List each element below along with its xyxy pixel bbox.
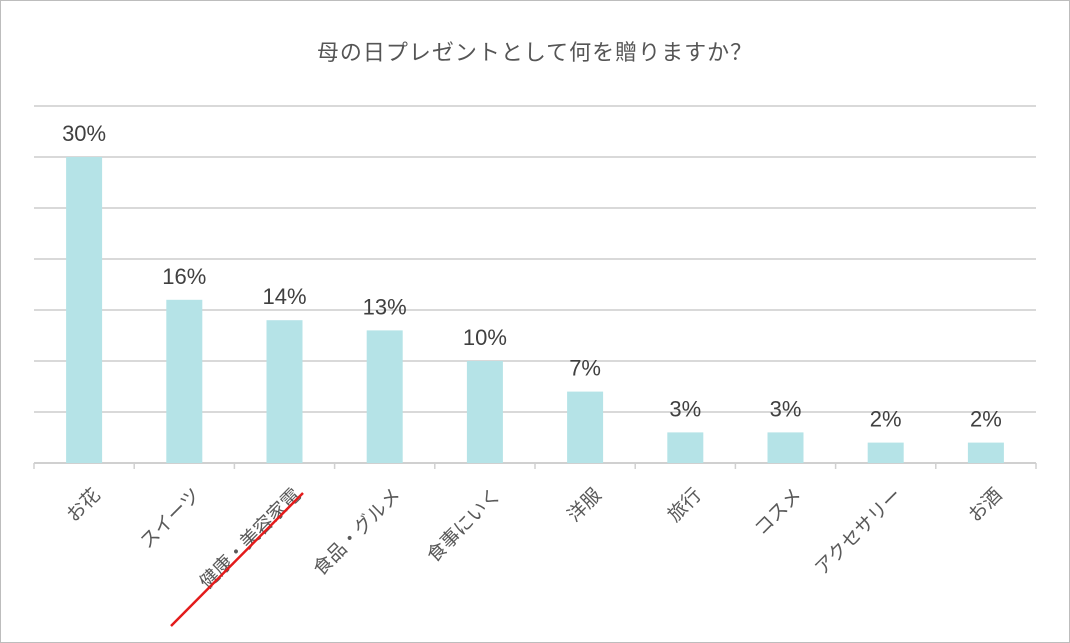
x-tick-label: 食品・グルメ: [309, 484, 405, 580]
x-tick-label: 旅行: [663, 484, 705, 526]
x-tick-label: お酒: [964, 484, 1006, 526]
data-label: 2%: [970, 407, 1002, 432]
bar-3: [266, 320, 303, 463]
x-tick-label: アクセサリー: [811, 484, 907, 580]
bar-10: [967, 442, 1004, 463]
bar-4: [366, 330, 403, 463]
bar-6: [567, 391, 604, 463]
chart-title: 母の日プレゼントとして何を贈りますか？: [316, 41, 754, 66]
bar-1: [66, 157, 103, 463]
bar-9: [867, 442, 904, 463]
data-label: 14%: [262, 284, 306, 309]
bar-7: [667, 432, 704, 463]
x-tick-label: コスメ: [751, 485, 806, 540]
bar-5: [466, 361, 503, 463]
x-tick-label: 食事にいく: [423, 484, 506, 567]
data-label: 30%: [62, 121, 106, 146]
x-tick-label: 洋服: [563, 484, 605, 526]
data-label: 7%: [569, 356, 601, 381]
data-label: 3%: [669, 396, 701, 421]
data-label: 2%: [870, 407, 902, 432]
x-tick-label: スイーツ: [137, 485, 205, 553]
highlight-underline: [170, 492, 304, 627]
data-label: 16%: [162, 264, 206, 289]
bar-2: [166, 299, 203, 463]
x-tick-label: 健康・美容家電: [195, 484, 305, 594]
data-label: 10%: [463, 325, 507, 350]
x-tick-label: お花: [62, 484, 104, 526]
data-label: 13%: [363, 294, 407, 319]
data-label: 3%: [770, 396, 802, 421]
bar-8: [767, 432, 804, 463]
